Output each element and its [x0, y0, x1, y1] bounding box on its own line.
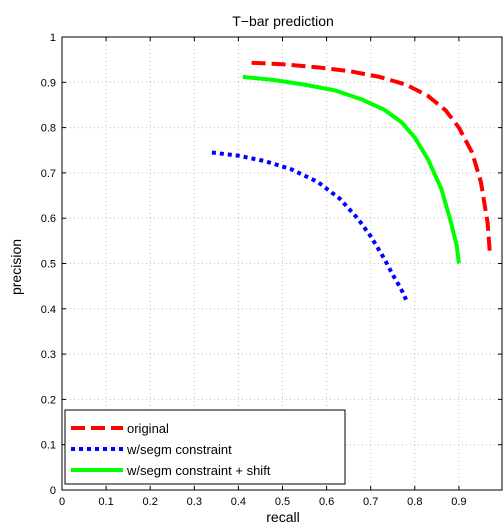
x-tick-label: 0.5	[275, 496, 290, 508]
x-tick-label: 0.2	[143, 496, 158, 508]
y-tick-label: 0.9	[41, 77, 56, 89]
x-tick-label: 0.1	[98, 496, 113, 508]
series-line-1	[251, 60, 492, 253]
y-tick-label: 1	[50, 32, 56, 44]
x-tick-label: 0.4	[231, 496, 246, 508]
ticks: 0 0.1 0.2 0.3 0.4 0.5 0.6 0.7 0.8 0.9 0 0.1 0.2 0.3 0.…	[41, 32, 502, 508]
legend-label: w/segm constraint	[126, 442, 232, 457]
y-tick-label: 0.2	[41, 394, 56, 406]
y-tick-label: 0.1	[41, 440, 56, 452]
x-axis-label: recall	[266, 509, 299, 525]
y-tick-label: 0	[50, 485, 56, 497]
legend-label: original	[127, 421, 169, 436]
x-tick-label: 0.3	[187, 496, 202, 508]
x-tick-label: 0.9	[451, 496, 466, 508]
y-tick-label: 0.6	[41, 213, 56, 225]
series-layer	[211, 60, 492, 301]
y-tick-label: 0.5	[41, 259, 56, 271]
legend: original w/segm constraint w/segm constrai…	[64, 409, 346, 485]
legend-label: w/segm constraint + shift	[126, 463, 271, 478]
y-tick-label: 0.8	[41, 123, 56, 135]
y-tick-label: 0.7	[41, 168, 56, 180]
x-tick-label: 0.7	[363, 496, 378, 508]
x-tick-label: 0	[59, 496, 65, 508]
y-axis-label: precision	[8, 239, 24, 295]
y-tick-label: 0.4	[41, 304, 56, 316]
x-tick-label: 0.6	[319, 496, 334, 508]
x-tick-label: 0.8	[407, 496, 422, 508]
chart-title: T−bar prediction	[232, 13, 334, 29]
y-tick-label: 0.3	[41, 349, 56, 361]
series-line-3	[242, 74, 461, 264]
